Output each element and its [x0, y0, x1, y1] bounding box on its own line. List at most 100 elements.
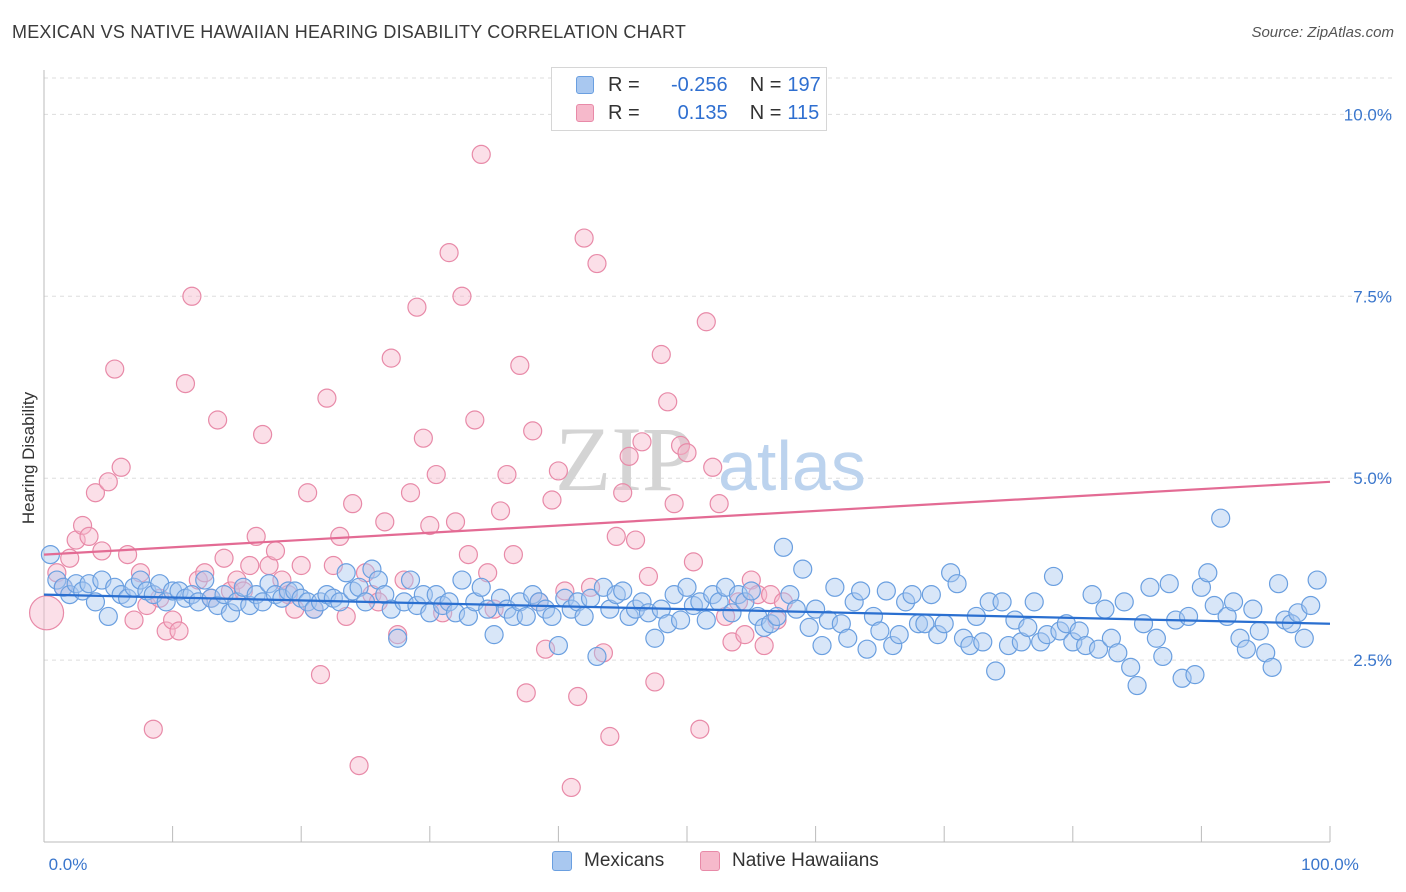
data-point — [79, 574, 99, 594]
correlation-legend: R = -0.256 N = 197 R = 0.135 N = 115 — [551, 67, 827, 131]
data-point — [471, 577, 491, 597]
data-point — [28, 595, 65, 631]
data-point — [298, 483, 318, 503]
data-point — [452, 570, 472, 590]
data-point — [490, 588, 511, 608]
data-point — [1108, 643, 1128, 663]
data-point — [105, 359, 125, 379]
data-point — [497, 464, 517, 485]
legend-r-value-mexicans: -0.256 — [670, 73, 728, 96]
data-point — [786, 599, 806, 619]
data-point — [805, 599, 826, 619]
data-point — [362, 559, 382, 579]
data-point — [870, 621, 890, 641]
data-point — [111, 457, 131, 477]
data-point — [310, 665, 331, 685]
y-tick-labels: 2.5% 5.0% 7.5% 10.0% — [1344, 105, 1392, 670]
native-hawaiians-trendline — [43, 480, 1331, 556]
data-point — [638, 566, 659, 587]
data-point — [1230, 628, 1250, 648]
data-point — [1211, 508, 1231, 528]
y-axis-label: Hearing Disability — [19, 391, 38, 524]
data-point — [568, 686, 588, 707]
data-point — [490, 501, 511, 521]
data-point — [851, 581, 871, 601]
data-point — [941, 563, 961, 583]
data-point — [619, 446, 639, 466]
legend-r-value-native-hawaiians: 0.135 — [677, 101, 728, 124]
data-point — [735, 625, 755, 645]
data-point — [291, 588, 311, 608]
data-point — [535, 639, 556, 659]
x-ticks — [43, 826, 1331, 842]
data-point — [516, 606, 536, 627]
legend-swatch-native-hawaiians — [576, 104, 594, 122]
data-point — [600, 726, 620, 747]
data-point — [574, 228, 594, 248]
data-point — [98, 606, 118, 627]
data-point — [561, 777, 581, 798]
data-point — [1127, 675, 1147, 696]
data-point — [471, 144, 491, 164]
data-point — [240, 595, 260, 616]
data-point — [709, 494, 729, 514]
data-point — [754, 635, 774, 656]
chart-title: MEXICAN VS NATIVE HAWAIIAN HEARING DISAB… — [12, 22, 687, 42]
data-point — [1082, 585, 1102, 605]
data-point — [523, 421, 543, 441]
mexicans-points — [40, 508, 1327, 696]
legend-label-mexicans: Mexicans — [584, 850, 665, 871]
data-point — [947, 574, 967, 594]
data-point — [921, 585, 941, 605]
data-point — [291, 555, 311, 576]
data-point — [1294, 628, 1314, 648]
data-point — [670, 610, 691, 630]
data-point — [555, 581, 575, 601]
data-point — [516, 683, 536, 703]
data-point — [683, 552, 704, 572]
data-point — [98, 472, 118, 492]
data-point — [394, 570, 414, 590]
data-point — [587, 646, 607, 667]
data-point — [169, 581, 189, 601]
data-point — [587, 253, 607, 274]
data-point — [143, 719, 163, 739]
data-point — [992, 592, 1012, 612]
data-point — [1301, 595, 1321, 616]
data-point — [613, 483, 633, 503]
data-point — [1024, 592, 1044, 612]
data-point — [613, 581, 633, 601]
data-point — [1037, 625, 1057, 645]
data-point — [960, 635, 980, 656]
data-point — [632, 432, 652, 452]
data-point — [1262, 657, 1282, 677]
data-point — [1268, 574, 1289, 594]
legend-n-label: N = — [749, 101, 782, 124]
data-point — [53, 577, 73, 597]
data-point — [510, 355, 530, 376]
legend-r-label: R = — [608, 101, 640, 124]
data-point — [548, 635, 569, 656]
data-point — [420, 515, 440, 536]
data-point — [722, 603, 742, 623]
data-point — [1140, 577, 1160, 597]
legend-n-label: N = — [749, 73, 782, 96]
data-point — [799, 617, 819, 637]
data-point — [934, 614, 954, 634]
data-point — [818, 610, 839, 630]
data-point — [973, 632, 993, 652]
data-point — [407, 297, 427, 317]
data-point — [574, 606, 594, 627]
data-point — [664, 494, 684, 514]
data-point — [336, 563, 356, 583]
data-point — [1243, 599, 1263, 619]
data-point — [175, 374, 196, 394]
data-point — [703, 457, 723, 477]
data-point — [1031, 632, 1051, 652]
data-point — [452, 286, 472, 306]
data-point — [1204, 595, 1224, 616]
legend-r-label: R = — [608, 73, 640, 96]
data-point — [220, 603, 241, 623]
data-point — [1159, 574, 1179, 594]
